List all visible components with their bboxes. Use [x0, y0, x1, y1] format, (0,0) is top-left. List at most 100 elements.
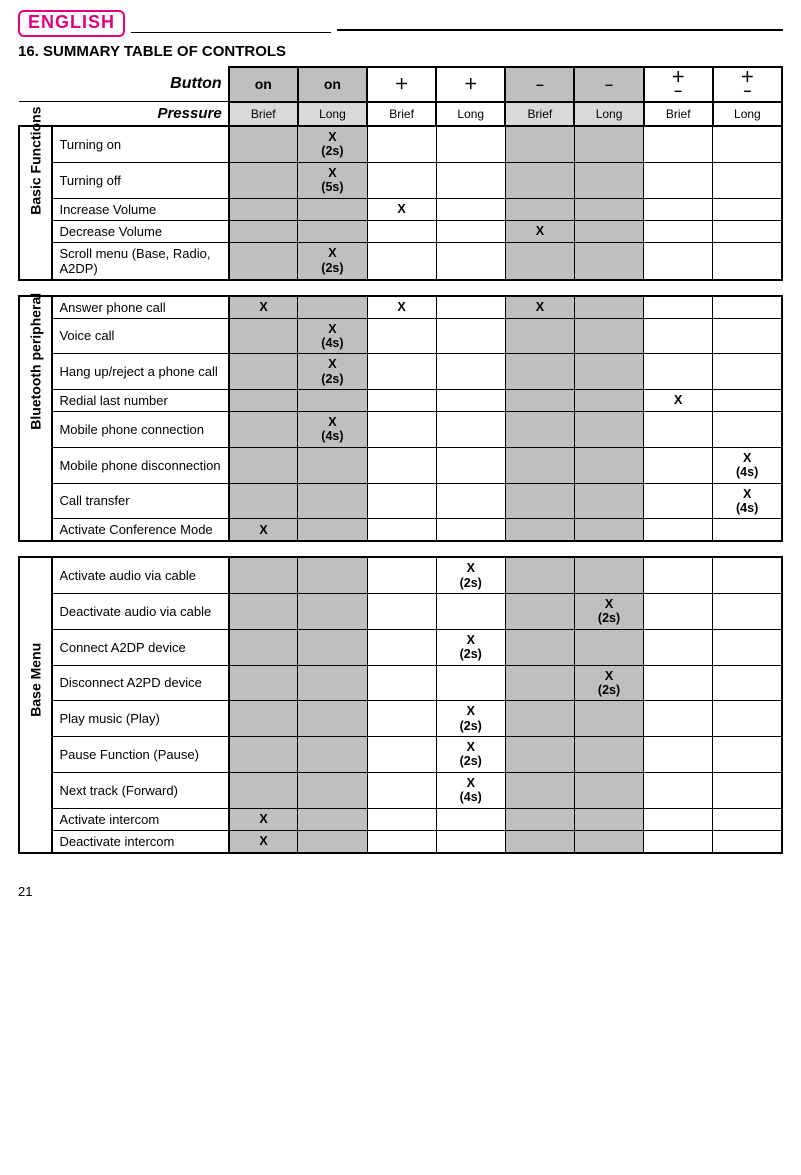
- value-cell: [229, 665, 298, 701]
- value-cell: [644, 701, 713, 737]
- value-cell: [367, 483, 436, 519]
- value-cell: [505, 665, 574, 701]
- group-label: Basic Functions: [19, 126, 52, 280]
- value-cell: [574, 772, 643, 808]
- value-cell: [713, 220, 782, 242]
- header-rule-thick: [337, 29, 783, 31]
- value-cell: [436, 447, 505, 483]
- value-cell: [367, 412, 436, 448]
- value-cell: [229, 162, 298, 198]
- function-label: Pause Function (Pause): [52, 737, 228, 773]
- value-cell: X(2s): [436, 737, 505, 773]
- value-cell: [713, 665, 782, 701]
- value-cell: [229, 354, 298, 390]
- value-cell: [229, 557, 298, 593]
- function-label: Connect A2DP device: [52, 629, 228, 665]
- value-cell: [644, 126, 713, 162]
- value-cell: [644, 318, 713, 354]
- value-cell: X(2s): [436, 701, 505, 737]
- value-cell: [367, 737, 436, 773]
- value-cell: [713, 318, 782, 354]
- value-cell: [298, 220, 367, 242]
- value-cell: [574, 808, 643, 830]
- value-cell: X(2s): [436, 629, 505, 665]
- value-cell: [644, 354, 713, 390]
- value-cell: X: [367, 296, 436, 319]
- value-cell: [436, 126, 505, 162]
- group-label: Base Menu: [19, 557, 52, 852]
- value-cell: [229, 390, 298, 412]
- page-number: 21: [18, 884, 783, 899]
- value-cell: X: [367, 198, 436, 220]
- value-cell: [298, 557, 367, 593]
- value-cell: [505, 318, 574, 354]
- value-cell: [574, 830, 643, 853]
- value-cell: [713, 519, 782, 542]
- value-cell: X: [505, 296, 574, 319]
- value-cell: [713, 701, 782, 737]
- value-cell: [644, 772, 713, 808]
- value-cell: X(4s): [298, 412, 367, 448]
- value-cell: [713, 162, 782, 198]
- value-cell: [644, 198, 713, 220]
- value-cell: [644, 412, 713, 448]
- value-cell: [574, 242, 643, 280]
- value-cell: [436, 830, 505, 853]
- value-cell: [367, 594, 436, 630]
- value-cell: [644, 220, 713, 242]
- value-cell: X(2s): [574, 665, 643, 701]
- value-cell: X(5s): [298, 162, 367, 198]
- function-label: Activate Conference Mode: [52, 519, 228, 542]
- value-cell: [229, 242, 298, 280]
- value-cell: [505, 594, 574, 630]
- value-cell: [298, 830, 367, 853]
- value-cell: [574, 447, 643, 483]
- function-label: Turning on: [52, 126, 228, 162]
- tables-container: Buttononon＋＋––＋–＋–PressureBriefLongBrief…: [18, 66, 783, 854]
- value-cell: [505, 519, 574, 542]
- function-label: Play music (Play): [52, 701, 228, 737]
- function-label: Deactivate audio via cable: [52, 594, 228, 630]
- value-cell: [298, 483, 367, 519]
- pressure-header-cell: Long: [574, 102, 643, 127]
- value-cell: [644, 830, 713, 853]
- value-cell: [436, 390, 505, 412]
- value-cell: [574, 412, 643, 448]
- button-header-cell: –: [505, 67, 574, 102]
- value-cell: [713, 557, 782, 593]
- value-cell: [298, 519, 367, 542]
- value-cell: [505, 390, 574, 412]
- value-cell: [298, 198, 367, 220]
- value-cell: [713, 354, 782, 390]
- value-cell: [298, 772, 367, 808]
- function-label: Next track (Forward): [52, 772, 228, 808]
- value-cell: [229, 412, 298, 448]
- value-cell: [229, 772, 298, 808]
- value-cell: [644, 737, 713, 773]
- value-cell: [574, 318, 643, 354]
- value-cell: [298, 737, 367, 773]
- value-cell: [229, 447, 298, 483]
- value-cell: [574, 701, 643, 737]
- value-cell: [229, 701, 298, 737]
- value-cell: X(2s): [298, 126, 367, 162]
- value-cell: [644, 665, 713, 701]
- function-label: Activate audio via cable: [52, 557, 228, 593]
- value-cell: X: [229, 830, 298, 853]
- header-bar: ENGLISH: [18, 10, 783, 37]
- value-cell: [505, 772, 574, 808]
- value-cell: [644, 296, 713, 319]
- button-header-cell: ＋–: [644, 67, 713, 102]
- value-cell: X(4s): [713, 447, 782, 483]
- value-cell: [644, 629, 713, 665]
- value-cell: [505, 737, 574, 773]
- value-cell: [367, 447, 436, 483]
- value-cell: [505, 701, 574, 737]
- value-cell: [367, 162, 436, 198]
- value-cell: [644, 447, 713, 483]
- value-cell: [574, 296, 643, 319]
- value-cell: [367, 665, 436, 701]
- value-cell: [367, 772, 436, 808]
- value-cell: [298, 701, 367, 737]
- value-cell: [713, 198, 782, 220]
